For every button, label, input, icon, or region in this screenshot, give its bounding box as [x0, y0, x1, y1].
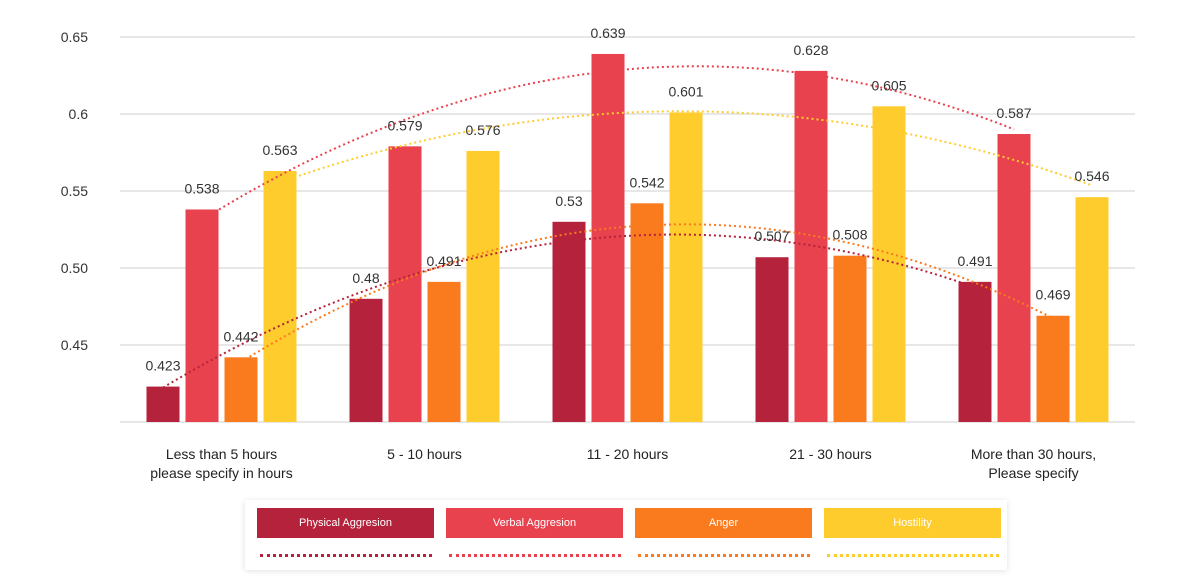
legend-label: Hostility: [824, 508, 1001, 538]
bar: [185, 209, 219, 422]
data-labels: 0.423 0.48 0.53 0.507 0.491 0.538 0.579 0.639 0.…: [145, 25, 1109, 374]
data-label: 0.53: [555, 193, 582, 209]
bar: [552, 221, 586, 422]
bar: [630, 203, 664, 422]
x-category-label: 21 - 30 hours: [789, 446, 872, 462]
y-axis-ticks: 0.45 0.50 0.55 0.6 0.65: [61, 29, 88, 353]
bar: [669, 112, 703, 423]
data-label: 0.601: [668, 83, 703, 99]
bar: [997, 134, 1031, 422]
legend-label: Physical Aggresion: [257, 508, 434, 538]
y-tick-label: 0.45: [61, 337, 88, 353]
legend-label: Verbal Aggresion: [446, 508, 623, 538]
bar: [958, 281, 992, 422]
data-label: 0.423: [145, 358, 180, 374]
x-axis-categories: Less than 5 hours please specify in hours…: [150, 446, 1096, 481]
legend-item: Hostility: [824, 508, 1001, 570]
data-label: 0.48: [352, 270, 379, 286]
data-label: 0.546: [1074, 168, 1109, 184]
bar: [146, 386, 180, 422]
data-label: 0.491: [426, 253, 461, 269]
y-tick-label: 0.50: [61, 260, 88, 276]
data-label: 0.469: [1035, 287, 1070, 303]
bar: [1075, 197, 1109, 422]
y-tick-label: 0.55: [61, 183, 88, 199]
data-label: 0.507: [754, 228, 789, 244]
legend-item: Physical Aggresion: [257, 508, 434, 570]
bar: [224, 357, 258, 422]
bar: [349, 298, 383, 422]
legend-trendline-swatch: [448, 554, 621, 557]
data-label: 0.563: [262, 142, 297, 158]
x-category-label: please specify in hours: [150, 465, 292, 481]
x-category-label: 5 - 10 hours: [387, 446, 462, 462]
legend-trendline-swatch: [259, 554, 432, 557]
data-label: 0.508: [832, 227, 867, 243]
data-label: 0.538: [184, 180, 219, 196]
bar: [591, 53, 625, 422]
legend-item: Anger: [635, 508, 812, 570]
bar: [794, 70, 828, 422]
trendlines: [162, 65, 1093, 389]
y-tick-label: 0.6: [69, 106, 89, 122]
bar: [833, 255, 867, 422]
bar: [1036, 315, 1070, 422]
data-label: 0.442: [223, 328, 258, 344]
legend-trendline-swatch: [826, 554, 999, 557]
data-label: 0.628: [793, 42, 828, 58]
legend-item: Verbal Aggresion: [446, 508, 623, 570]
legend: Physical Aggresion Verbal Aggresion Anger H…: [245, 500, 1007, 570]
bar: [466, 150, 500, 422]
y-tick-label: 0.65: [61, 29, 88, 45]
data-label: 0.576: [465, 122, 500, 138]
trendline: [162, 233, 976, 389]
data-label: 0.491: [957, 253, 992, 269]
bar: [755, 257, 789, 422]
data-label: 0.542: [629, 174, 664, 190]
legend-label: Anger: [635, 508, 812, 538]
bars: [146, 53, 1109, 423]
bar: [263, 170, 297, 422]
bar: [872, 106, 906, 423]
bar: [427, 281, 461, 422]
data-label: 0.605: [871, 77, 906, 93]
x-category-label: 11 - 20 hours: [587, 446, 668, 462]
x-category-label: Less than 5 hours: [166, 446, 277, 462]
x-category-label: Please specify: [988, 465, 1078, 481]
trendline: [201, 65, 1015, 221]
legend-trendline-swatch: [637, 554, 810, 557]
trendline: [279, 110, 1093, 187]
data-label: 0.639: [590, 25, 625, 41]
data-label: 0.579: [387, 117, 422, 133]
x-category-label: More than 30 hours,: [971, 446, 1096, 462]
data-label: 0.587: [996, 105, 1031, 121]
